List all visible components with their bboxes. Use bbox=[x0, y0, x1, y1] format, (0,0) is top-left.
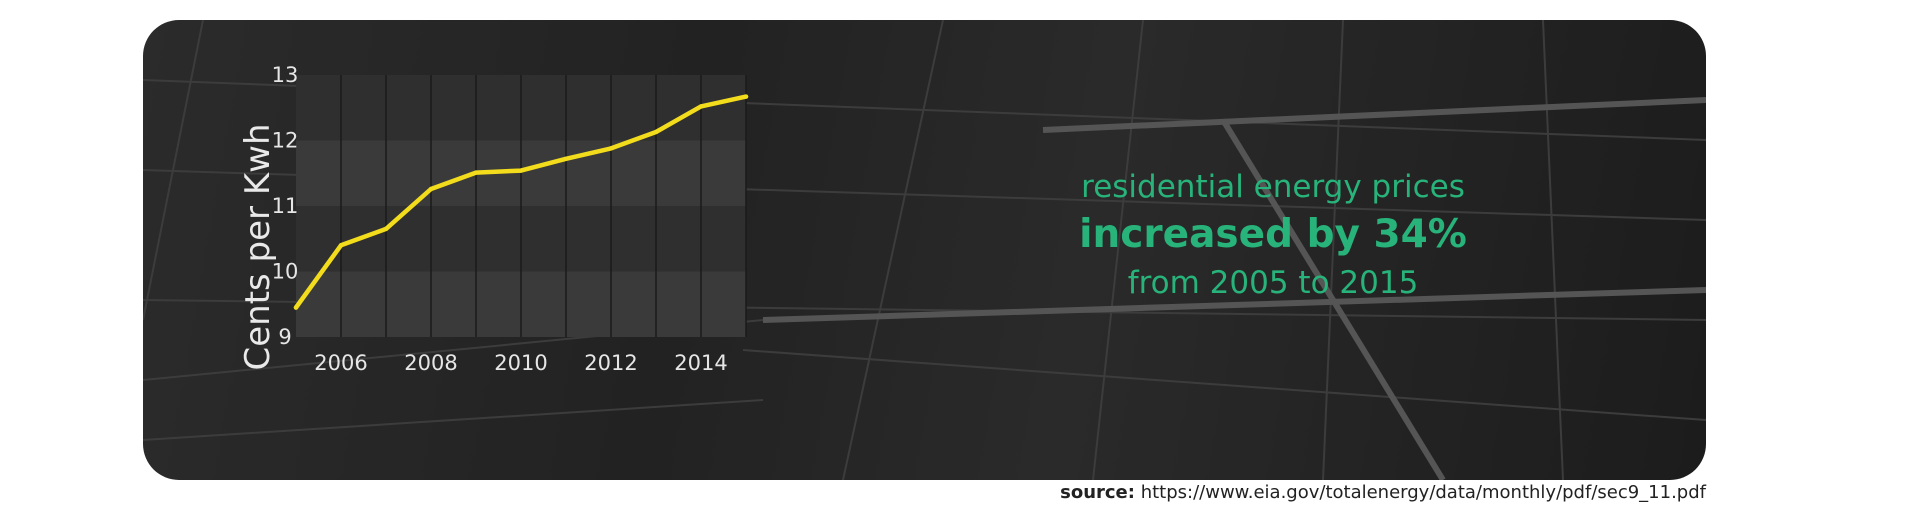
data-point bbox=[563, 156, 569, 162]
headline-line-1: residential energy prices bbox=[1081, 169, 1465, 205]
data-point bbox=[698, 104, 704, 109]
x-axis-ticks: 2006 2008 2010 2012 2014 bbox=[314, 351, 727, 375]
y-axis-ticks: 9 10 11 12 13 bbox=[272, 63, 299, 349]
headline-line-3: from 2005 to 2015 bbox=[1127, 265, 1419, 301]
data-point bbox=[653, 129, 659, 135]
chart-card: 9 10 11 12 13 2006 2008 2010 2012 2014 Cents per… bbox=[143, 20, 1706, 480]
data-point bbox=[473, 170, 479, 175]
vertical-gridlines bbox=[340, 75, 747, 337]
x-tick-label: 2010 bbox=[494, 351, 547, 375]
line-chart: 9 10 11 12 13 2006 2008 2010 2012 2014 Cents per… bbox=[238, 63, 749, 375]
x-tick-label: 2014 bbox=[674, 351, 727, 375]
y-tick-label: 13 bbox=[272, 63, 299, 87]
source-url[interactable]: https://www.eia.gov/totalenergy/data/mon… bbox=[1140, 482, 1706, 503]
headline: residential energy prices increased by 3… bbox=[993, 166, 1553, 304]
headline-line-2: increased by 34% bbox=[1079, 212, 1467, 257]
x-tick-label: 2012 bbox=[584, 351, 637, 375]
data-point bbox=[428, 186, 434, 192]
source-citation: source: https://www.eia.gov/totalenergy/… bbox=[1060, 482, 1706, 503]
source-label: source: bbox=[1060, 482, 1135, 503]
data-point bbox=[743, 94, 749, 99]
x-tick-label: 2008 bbox=[404, 351, 457, 375]
x-tick-label: 2006 bbox=[314, 351, 367, 375]
y-tick-label: 11 bbox=[272, 194, 299, 218]
series-points bbox=[293, 94, 749, 310]
y-tick-label: 12 bbox=[272, 129, 299, 153]
y-tick-label: 9 bbox=[278, 325, 291, 349]
data-point bbox=[383, 226, 389, 232]
data-point bbox=[293, 305, 299, 310]
data-point bbox=[518, 168, 524, 173]
y-tick-label: 10 bbox=[272, 260, 299, 284]
data-point bbox=[338, 243, 344, 248]
y-axis-label: Cents per Kwh bbox=[238, 124, 278, 371]
data-point bbox=[608, 146, 614, 151]
